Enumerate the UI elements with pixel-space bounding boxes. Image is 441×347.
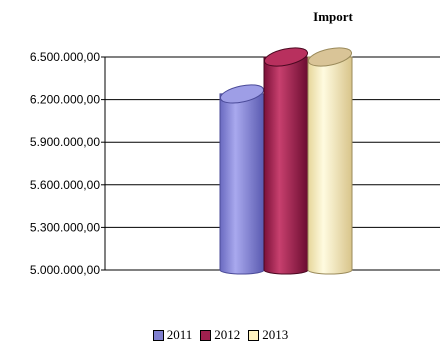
legend-item: 2012 <box>200 327 240 343</box>
legend-item: 2013 <box>248 327 288 343</box>
bars <box>219 47 353 275</box>
legend-label: 2012 <box>214 327 241 342</box>
legend-swatch <box>200 329 212 341</box>
y-tick-label: 5.900.000,00 <box>30 135 100 149</box>
y-tick-label: 5.300.000,00 <box>30 220 100 234</box>
legend-label: 2013 <box>262 327 289 342</box>
bar-2012 <box>263 47 309 275</box>
y-tick-label: 5.600.000,00 <box>30 178 100 192</box>
y-tick-label: 5.000.000,00 <box>30 263 100 277</box>
legend-item: 2011 <box>152 327 193 343</box>
legend-swatch <box>152 329 164 341</box>
y-tick-label: 6.500.000,00 <box>30 50 100 64</box>
legend-swatch <box>248 329 260 341</box>
y-axis: 5.000.000,00 5.300.000,00 5.600.000,00 5.90… <box>30 50 106 277</box>
bar-2013 <box>307 47 353 275</box>
chart-title: Import <box>313 9 353 24</box>
bar-2011 <box>219 84 265 275</box>
y-tick-label: 6.200.000,00 <box>30 93 100 107</box>
legend-label: 2011 <box>166 327 193 342</box>
legend: 2011 2012 2013 <box>0 327 441 343</box>
